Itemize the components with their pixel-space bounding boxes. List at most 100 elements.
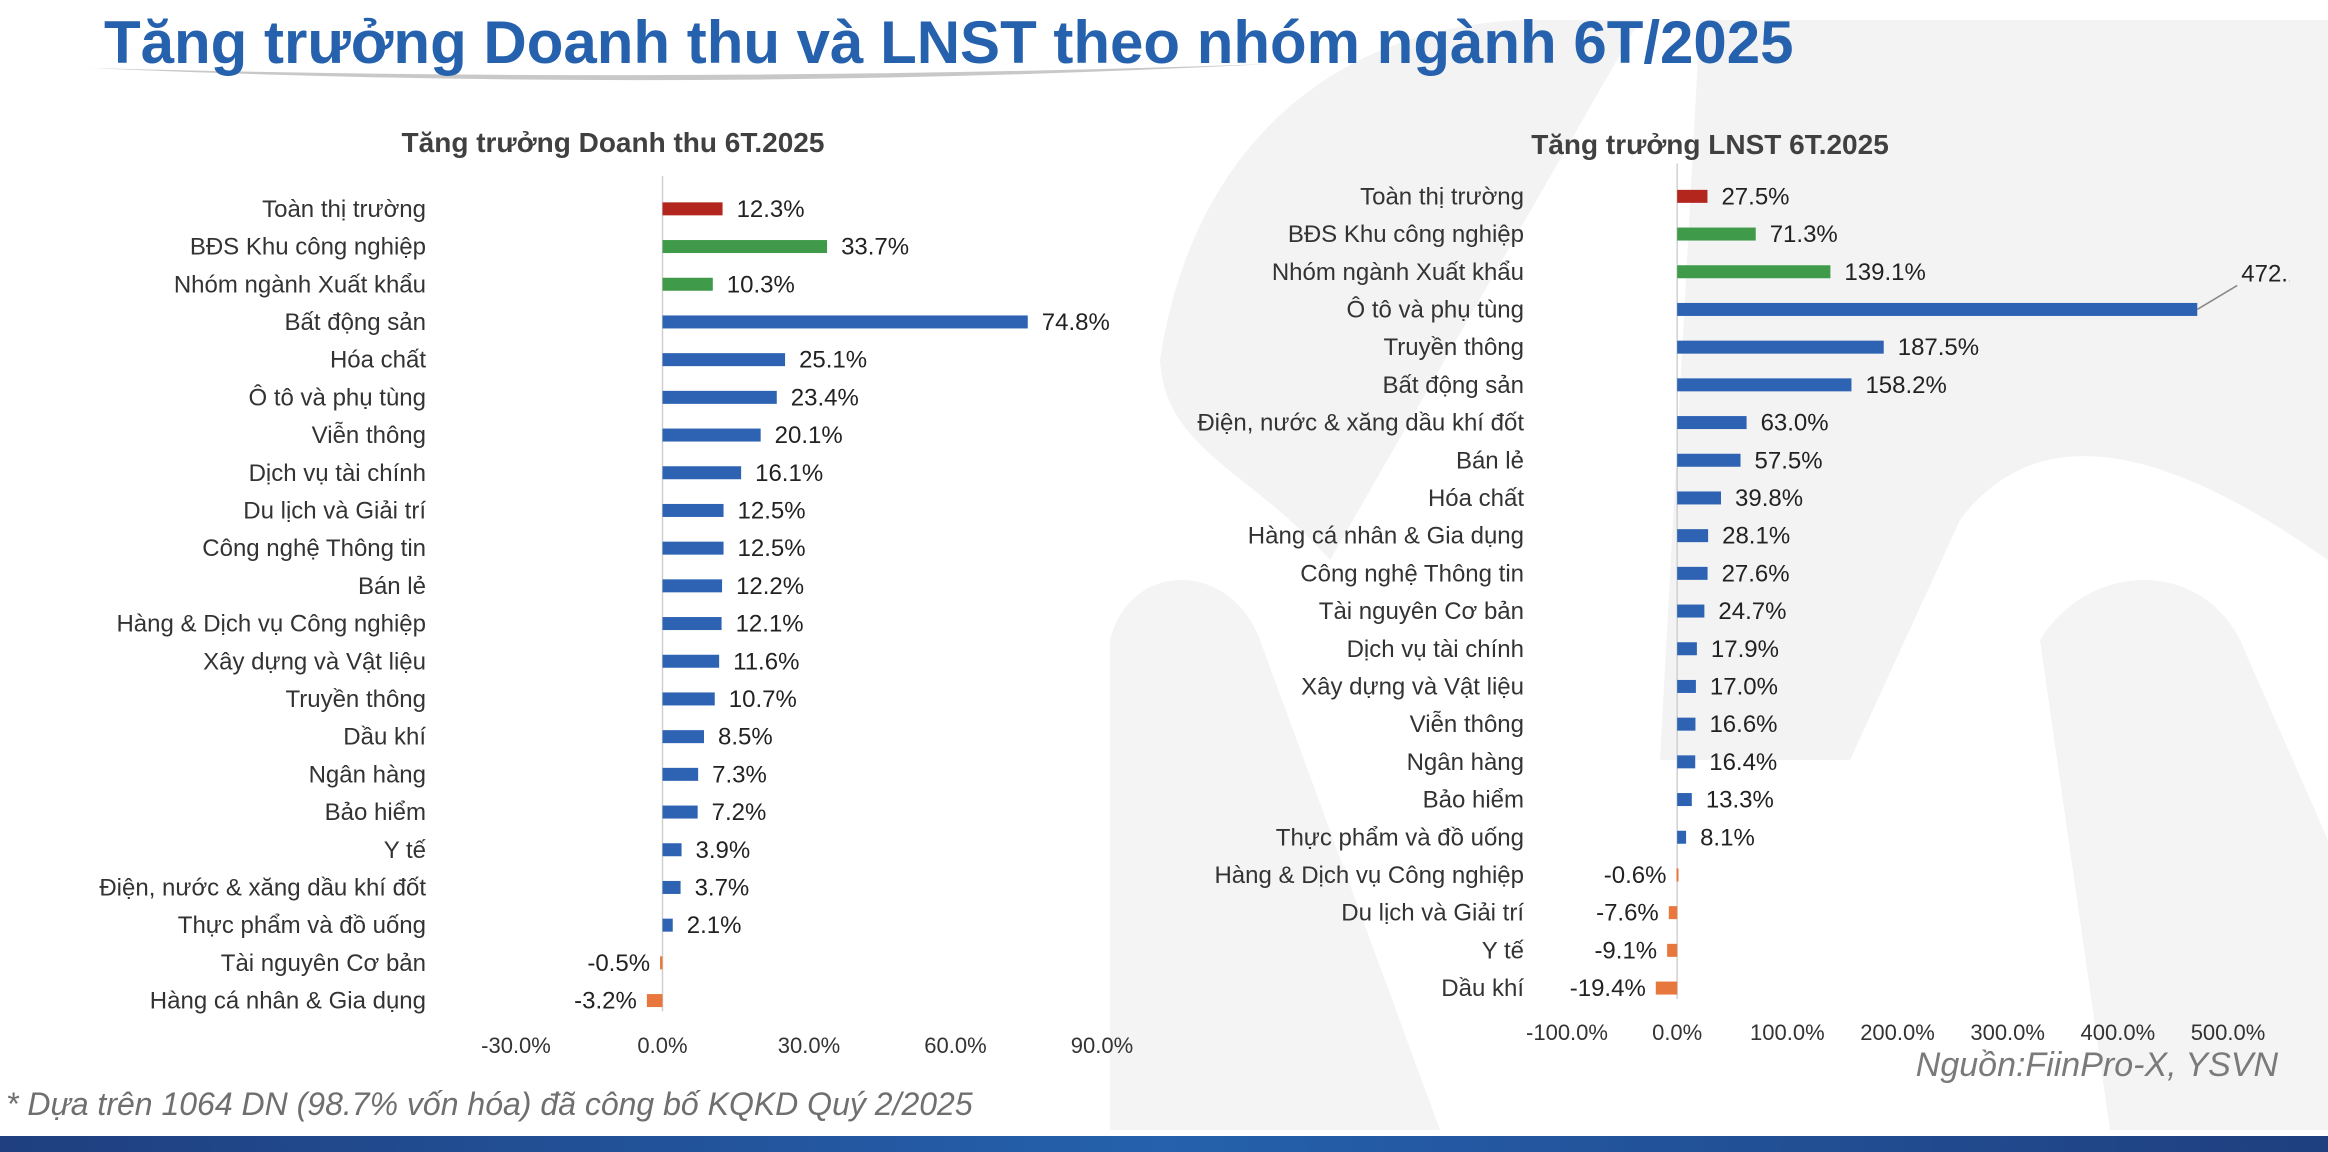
x-tick-label: 400.0% bbox=[2081, 1020, 2156, 1045]
x-tick-label: 0.0% bbox=[1652, 1020, 1702, 1045]
revenue-growth-chart: Tăng trưởng Doanh thu 6T.2025 Toàn thị tr… bbox=[99, 127, 1133, 1058]
category-label: Điện, nước & xăng dầu khí đốt bbox=[1197, 410, 1524, 437]
data-label: 16.6% bbox=[1709, 711, 1777, 738]
data-label: 7.2% bbox=[712, 799, 767, 826]
bar bbox=[662, 880, 681, 894]
category-label: Hàng & Dịch vụ Công nghiệp bbox=[1214, 862, 1524, 889]
category-label: Viễn thông bbox=[1410, 711, 1524, 738]
data-label: 20.1% bbox=[775, 422, 843, 449]
category-label: Xây dựng và Vật liệu bbox=[1301, 673, 1524, 700]
data-label: 8.1% bbox=[1700, 824, 1755, 851]
category-label: Ô tô và phụ tùng bbox=[1347, 295, 1524, 323]
bar bbox=[662, 579, 723, 593]
category-label: Nhóm ngành Xuất khẩu bbox=[1272, 259, 1524, 286]
category-label: Truyền thông bbox=[285, 686, 426, 713]
data-label: 63.0% bbox=[1761, 410, 1829, 437]
page-title: Tăng trưởng Doanh thu và LNST theo nhóm … bbox=[104, 9, 1794, 76]
bar bbox=[1677, 227, 1756, 241]
x-tick-label: 100.0% bbox=[1750, 1020, 1825, 1045]
category-label: Ngân hàng bbox=[1407, 749, 1524, 776]
data-label: 24.7% bbox=[1718, 598, 1786, 625]
chart-title: Tăng trưởng Doanh thu 6T.2025 bbox=[402, 127, 825, 158]
bar bbox=[1677, 566, 1708, 580]
bar bbox=[1677, 302, 2198, 316]
bar bbox=[662, 315, 1028, 329]
bar bbox=[662, 466, 742, 480]
category-label: Dịch vụ tài chính bbox=[1347, 636, 1524, 663]
category-label: Ô tô và phụ tùng bbox=[249, 383, 426, 411]
category-label: Y tế bbox=[1482, 937, 1525, 964]
bar bbox=[1677, 755, 1696, 769]
footnote: * Dựa trên 1064 DN (98.7% vốn hóa) đã cô… bbox=[6, 1086, 973, 1122]
data-label: 27.6% bbox=[1722, 560, 1790, 587]
data-label: 16.4% bbox=[1709, 749, 1777, 776]
bar bbox=[1677, 642, 1697, 656]
data-label: 16.1% bbox=[755, 460, 823, 487]
bar bbox=[662, 202, 723, 216]
category-label: Tài nguyên Cơ bản bbox=[221, 950, 426, 977]
bar bbox=[1677, 529, 1709, 543]
category-label: BĐS Khu công nghiệp bbox=[1288, 221, 1524, 248]
category-label: Truyền thông bbox=[1383, 334, 1524, 361]
category-label: Điện, nước & xăng dầu khí đốt bbox=[99, 874, 426, 901]
data-label: 3.7% bbox=[695, 874, 750, 901]
category-label: Y tế bbox=[384, 837, 427, 864]
x-tick-label: 500.0% bbox=[2191, 1020, 2266, 1045]
data-label: -19.4% bbox=[1570, 975, 1646, 1002]
bar bbox=[1677, 453, 1741, 467]
category-label: Công nghệ Thông tin bbox=[1300, 560, 1524, 587]
data-label: 472.1% bbox=[2241, 260, 2290, 287]
data-label: -7.6% bbox=[1596, 900, 1659, 927]
bar bbox=[1668, 906, 1678, 920]
data-label: 71.3% bbox=[1770, 221, 1838, 248]
x-tick-label: 60.0% bbox=[924, 1033, 986, 1058]
data-label: 158.2% bbox=[1865, 372, 1946, 399]
bar bbox=[1677, 340, 1884, 354]
bar bbox=[1677, 189, 1708, 203]
bar bbox=[1677, 416, 1747, 430]
x-tick-label: 200.0% bbox=[1860, 1020, 1935, 1045]
data-label: 11.6% bbox=[733, 648, 799, 675]
data-label: -0.6% bbox=[1604, 862, 1667, 889]
data-label: 187.5% bbox=[1898, 334, 1979, 361]
bar bbox=[1676, 868, 1679, 882]
category-label: Thực phẩm và đồ uống bbox=[178, 912, 426, 939]
bar bbox=[662, 428, 761, 442]
x-tick-label: -30.0% bbox=[481, 1033, 551, 1058]
bar bbox=[1677, 491, 1722, 505]
category-label: Hàng cá nhân & Gia dụng bbox=[1248, 523, 1524, 550]
title-underline-swoosh bbox=[90, 64, 1270, 81]
data-label: 23.4% bbox=[791, 384, 859, 411]
x-tick-label: 300.0% bbox=[1970, 1020, 2045, 1045]
x-tick-label: 0.0% bbox=[637, 1033, 687, 1058]
data-label: 12.3% bbox=[737, 196, 805, 223]
bar bbox=[662, 805, 698, 819]
data-label: 8.5% bbox=[718, 724, 773, 751]
category-label: Hàng cá nhân & Gia dụng bbox=[150, 988, 426, 1015]
profit-growth-chart: Tăng trưởng LNST 6T.2025 Toàn thị trường 2… bbox=[1197, 129, 2290, 1045]
data-label: 17.9% bbox=[1711, 636, 1779, 663]
data-label: 25.1% bbox=[799, 347, 867, 374]
category-label: Du lịch và Giải trí bbox=[1341, 900, 1524, 927]
bar bbox=[1677, 830, 1687, 844]
category-label: Toàn thị trường bbox=[262, 196, 426, 223]
category-label: Bất động sản bbox=[1383, 372, 1524, 399]
category-label: Hóa chất bbox=[1428, 485, 1524, 512]
bar bbox=[662, 730, 705, 744]
category-label: Ngân hàng bbox=[309, 761, 426, 788]
category-label: Dịch vụ tài chính bbox=[249, 460, 426, 487]
category-label: Dầu khí bbox=[1441, 975, 1524, 1002]
data-label: 139.1% bbox=[1844, 259, 1925, 286]
category-label: Hóa chất bbox=[330, 347, 426, 374]
data-label: 17.0% bbox=[1710, 673, 1778, 700]
data-label: 12.2% bbox=[736, 573, 804, 600]
category-label: Toàn thị trường bbox=[1360, 183, 1524, 210]
bar bbox=[662, 390, 777, 404]
data-label: 12.5% bbox=[738, 497, 806, 524]
bar bbox=[1677, 265, 1831, 279]
data-label: 39.8% bbox=[1735, 485, 1803, 512]
category-label: Bảo hiểm bbox=[1423, 787, 1524, 814]
bar bbox=[1655, 981, 1678, 995]
bar bbox=[1667, 943, 1678, 957]
bar bbox=[662, 541, 724, 555]
